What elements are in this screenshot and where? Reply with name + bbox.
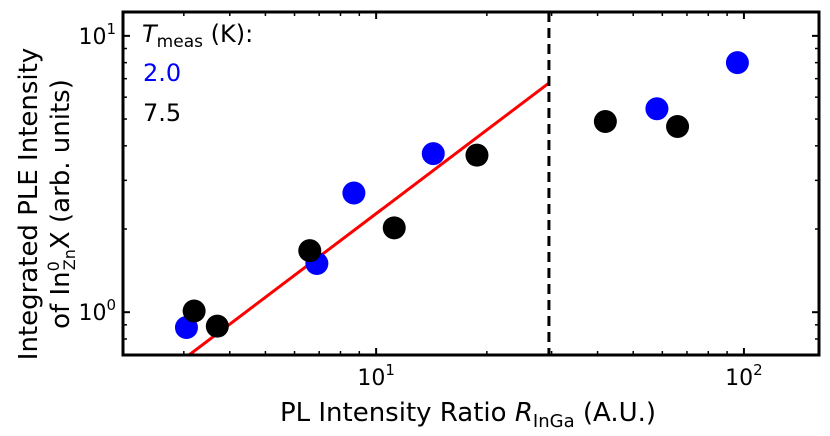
data-point-7-5-6 [666, 114, 690, 138]
y-axis-title-line2: of In0ZnX (arb. units) [44, 79, 79, 329]
data-point-2-0-3 [421, 142, 445, 166]
y-tick-label: 100 [78, 296, 116, 326]
legend-entry-2-0: 2.0 [143, 59, 181, 87]
x-tick-label: 102 [725, 361, 763, 391]
y-axis-title-line1: Integrated PLE Intensity [14, 48, 44, 360]
y-tick-label: 101 [78, 20, 116, 50]
legend-entry-7-5: 7.5 [143, 99, 181, 127]
data-point-7-5-0 [182, 299, 206, 323]
data-point-7-5-2 [298, 239, 322, 263]
plot-frame [121, 10, 821, 357]
data-point-7-5-5 [593, 109, 617, 133]
data-point-2-0-4 [645, 97, 669, 121]
data-point-7-5-1 [205, 314, 229, 338]
plot-content [174, 12, 749, 355]
ticks: 101 102 100 101 [78, 12, 819, 391]
x-axis-title: PL Intensity Ratio RInGa (A.U.) [280, 398, 656, 432]
plot-area [174, 12, 749, 355]
fit-line [188, 81, 550, 355]
x-tick-label: 101 [357, 361, 395, 391]
data-point-2-0-5 [725, 51, 749, 75]
legend: Tmeas (K): 2.0 7.5 [142, 20, 253, 127]
data-point-7-5-4 [465, 143, 489, 167]
data-point-7-5-3 [382, 216, 406, 240]
data-point-2-0-2 [342, 181, 366, 205]
legend-title: Tmeas (K): [142, 20, 253, 52]
y-axis-title: Integrated PLE Intensity of In0ZnX (arb.… [14, 48, 79, 360]
